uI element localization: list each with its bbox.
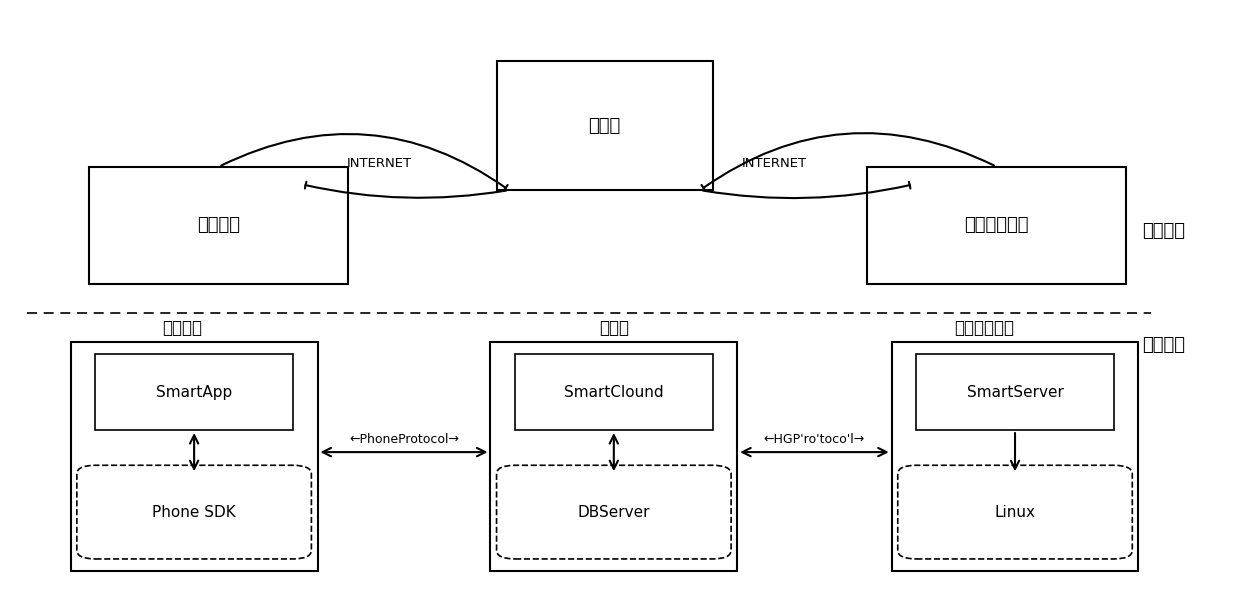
Text: 云平台: 云平台 xyxy=(599,319,629,337)
Text: DBServer: DBServer xyxy=(578,505,650,519)
FancyBboxPatch shape xyxy=(89,167,348,284)
Text: ←PhoneProtocol→: ←PhoneProtocol→ xyxy=(348,433,459,446)
Text: 智能家庭网关: 智能家庭网关 xyxy=(954,319,1014,337)
Text: INTERNET: INTERNET xyxy=(742,157,807,170)
Text: INTERNET: INTERNET xyxy=(347,157,412,170)
Text: 智能家庭网关: 智能家庭网关 xyxy=(965,216,1029,234)
FancyBboxPatch shape xyxy=(916,354,1114,430)
FancyBboxPatch shape xyxy=(71,342,317,571)
Text: 逻辑层面: 逻辑层面 xyxy=(1142,336,1184,354)
Text: Linux: Linux xyxy=(994,505,1035,519)
Text: 智能终端: 智能终端 xyxy=(161,319,202,337)
FancyBboxPatch shape xyxy=(496,465,732,559)
Text: SmartServer: SmartServer xyxy=(967,385,1064,400)
FancyBboxPatch shape xyxy=(490,342,738,571)
FancyBboxPatch shape xyxy=(515,354,713,430)
FancyBboxPatch shape xyxy=(867,167,1126,284)
FancyBboxPatch shape xyxy=(496,61,713,190)
Text: 智能终端: 智能终端 xyxy=(197,216,241,234)
FancyBboxPatch shape xyxy=(95,354,293,430)
Text: SmartApp: SmartApp xyxy=(156,385,232,400)
Text: SmartClound: SmartClound xyxy=(564,385,663,400)
FancyBboxPatch shape xyxy=(892,342,1138,571)
Text: 云平台: 云平台 xyxy=(589,116,621,135)
FancyBboxPatch shape xyxy=(77,465,311,559)
Text: ←HGP'ro'toco'l→: ←HGP'ro'toco'l→ xyxy=(764,433,866,446)
Text: Phone SDK: Phone SDK xyxy=(153,505,236,519)
Text: 物理层面: 物理层面 xyxy=(1142,222,1184,240)
FancyBboxPatch shape xyxy=(898,465,1132,559)
